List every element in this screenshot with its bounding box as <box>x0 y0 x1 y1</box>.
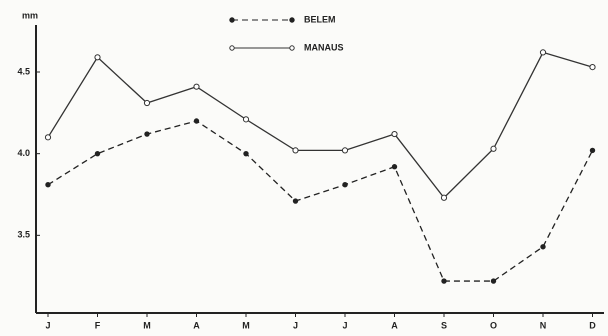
x-tick-label: M <box>143 320 151 330</box>
point <box>292 198 299 204</box>
x-tick-label: S <box>441 320 447 330</box>
point <box>490 145 497 152</box>
point <box>143 99 151 107</box>
point <box>45 182 51 188</box>
y-tick-label: 4.0 <box>17 148 30 158</box>
x-tick-label: A <box>193 320 200 330</box>
point <box>242 116 250 123</box>
point <box>441 278 447 284</box>
legend-marker <box>229 45 235 51</box>
point <box>540 244 546 250</box>
point <box>341 147 349 154</box>
y-tick-label: 3.5 <box>17 230 30 240</box>
point <box>391 164 398 170</box>
legend-marker <box>289 17 295 23</box>
y-tick-label: 4.5 <box>17 66 30 76</box>
point <box>440 194 448 201</box>
x-tick-label: J <box>342 320 347 330</box>
point <box>243 150 249 157</box>
point <box>539 49 547 56</box>
point <box>144 131 150 137</box>
point <box>589 147 596 154</box>
point <box>94 150 101 157</box>
legend-marker <box>229 17 235 23</box>
point <box>292 147 299 154</box>
point <box>44 134 52 141</box>
x-tick-label: F <box>95 320 101 330</box>
x-tick-label: N <box>540 320 547 330</box>
x-tick-label: A <box>391 320 398 330</box>
point <box>193 83 200 90</box>
x-tick-label: J <box>293 320 298 330</box>
point <box>94 54 101 61</box>
point <box>193 118 200 124</box>
series-line <box>47 51 593 199</box>
point <box>589 64 596 71</box>
point <box>342 182 348 188</box>
series-line <box>47 120 594 282</box>
x-tick-label: D <box>589 320 596 330</box>
legend-marker <box>289 45 295 51</box>
point <box>490 278 497 284</box>
point <box>391 130 398 138</box>
x-tick-label: J <box>45 320 50 330</box>
y-axis-label: mm <box>22 10 38 20</box>
legend-label: BELEM <box>304 14 336 24</box>
x-tick-label: M <box>242 320 250 330</box>
x-tick-label: O <box>490 320 497 330</box>
legend-label: MANAUS <box>304 42 344 52</box>
